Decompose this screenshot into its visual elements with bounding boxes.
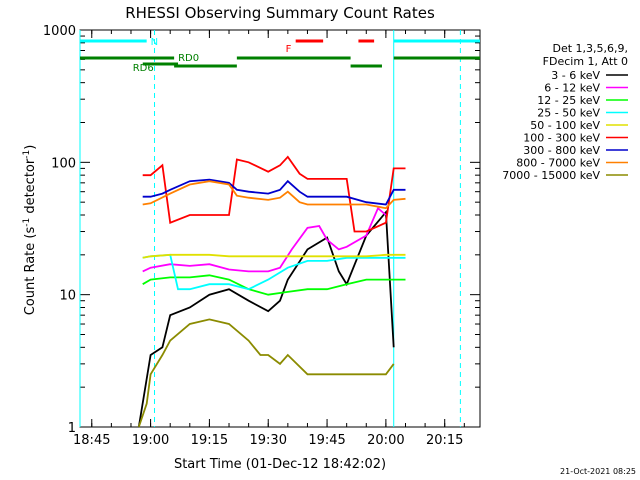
series-line-8	[137, 318, 395, 428]
state-annotations: N F RD0 RD6	[80, 37, 480, 74]
y-tick-label: 1	[68, 421, 76, 436]
legend-header-line-1: Det 1,3,5,6,9,	[552, 42, 628, 55]
series-line-5	[142, 155, 406, 233]
legend-header-line-2: FDecim 1, Att 0	[543, 55, 628, 68]
y-axis-label-sup2: -1	[22, 150, 32, 159]
x-tick-label: 20:00	[367, 433, 404, 448]
x-tick-label: 19:45	[308, 433, 345, 448]
legend-label: 6 - 12 keV	[544, 82, 600, 95]
legend-label: 50 - 100 keV	[530, 119, 600, 132]
x-tick-label: 19:30	[250, 433, 287, 448]
vertical-markers	[79, 30, 461, 427]
legend-label: 100 - 300 keV	[523, 132, 600, 145]
axis-ticks: 18:45 19:00 19:15 19:30 19:45 20:00 20:15 1 10 10…	[43, 24, 480, 448]
y-axis-label: Count Rate (s-1 detector-1)	[22, 145, 38, 316]
legend: Det 1,3,5,6,9, FDecim 1, Att 0 3 - 6 keV…	[502, 42, 628, 182]
legend-label: 12 - 25 keV	[537, 94, 600, 107]
plot-area	[79, 29, 481, 428]
series-line-6	[142, 178, 406, 206]
legend-label: 300 - 800 keV	[523, 144, 600, 157]
series-line-4	[142, 253, 406, 259]
x-tick-label: 19:15	[191, 433, 228, 448]
x-axis-label: Start Time (01-Dec-12 18:42:02)	[174, 457, 386, 472]
y-tick-label: 10	[59, 289, 76, 304]
annotation-label: N	[151, 37, 158, 48]
legend-label: 800 - 7000 keV	[516, 157, 600, 170]
series-lines	[137, 155, 406, 428]
series-line-2	[142, 274, 406, 296]
y-axis-label-sup1: -1	[22, 218, 32, 227]
y-axis-label-mid: detector	[23, 158, 38, 218]
legend-label: 7000 - 15000 keV	[502, 169, 600, 182]
plot-frame	[79, 29, 481, 428]
series-line-7	[142, 180, 406, 210]
annotation-label: RD6	[133, 63, 154, 74]
y-tick-label: 100	[51, 156, 76, 171]
series-line-3	[142, 253, 406, 291]
annotation-label: F	[286, 44, 292, 55]
x-tick-label: 19:00	[132, 433, 169, 448]
legend-label: 25 - 50 keV	[537, 107, 600, 120]
legend-label: 3 - 6 keV	[551, 69, 600, 82]
chart-title: RHESSI Observing Summary Count Rates	[125, 4, 435, 22]
x-tick-label: 20:15	[426, 433, 463, 448]
annotation-label: RD0	[178, 53, 199, 64]
x-tick-label: 18:45	[73, 433, 110, 448]
y-tick-label: 1000	[43, 24, 76, 39]
series-line-0	[137, 209, 395, 428]
series-line-1	[142, 206, 387, 273]
footer-date: 21-Oct-2021 08:25	[560, 467, 636, 476]
y-axis-label-end: )	[23, 145, 38, 150]
y-axis-label-main: Count Rate (s	[23, 227, 38, 316]
